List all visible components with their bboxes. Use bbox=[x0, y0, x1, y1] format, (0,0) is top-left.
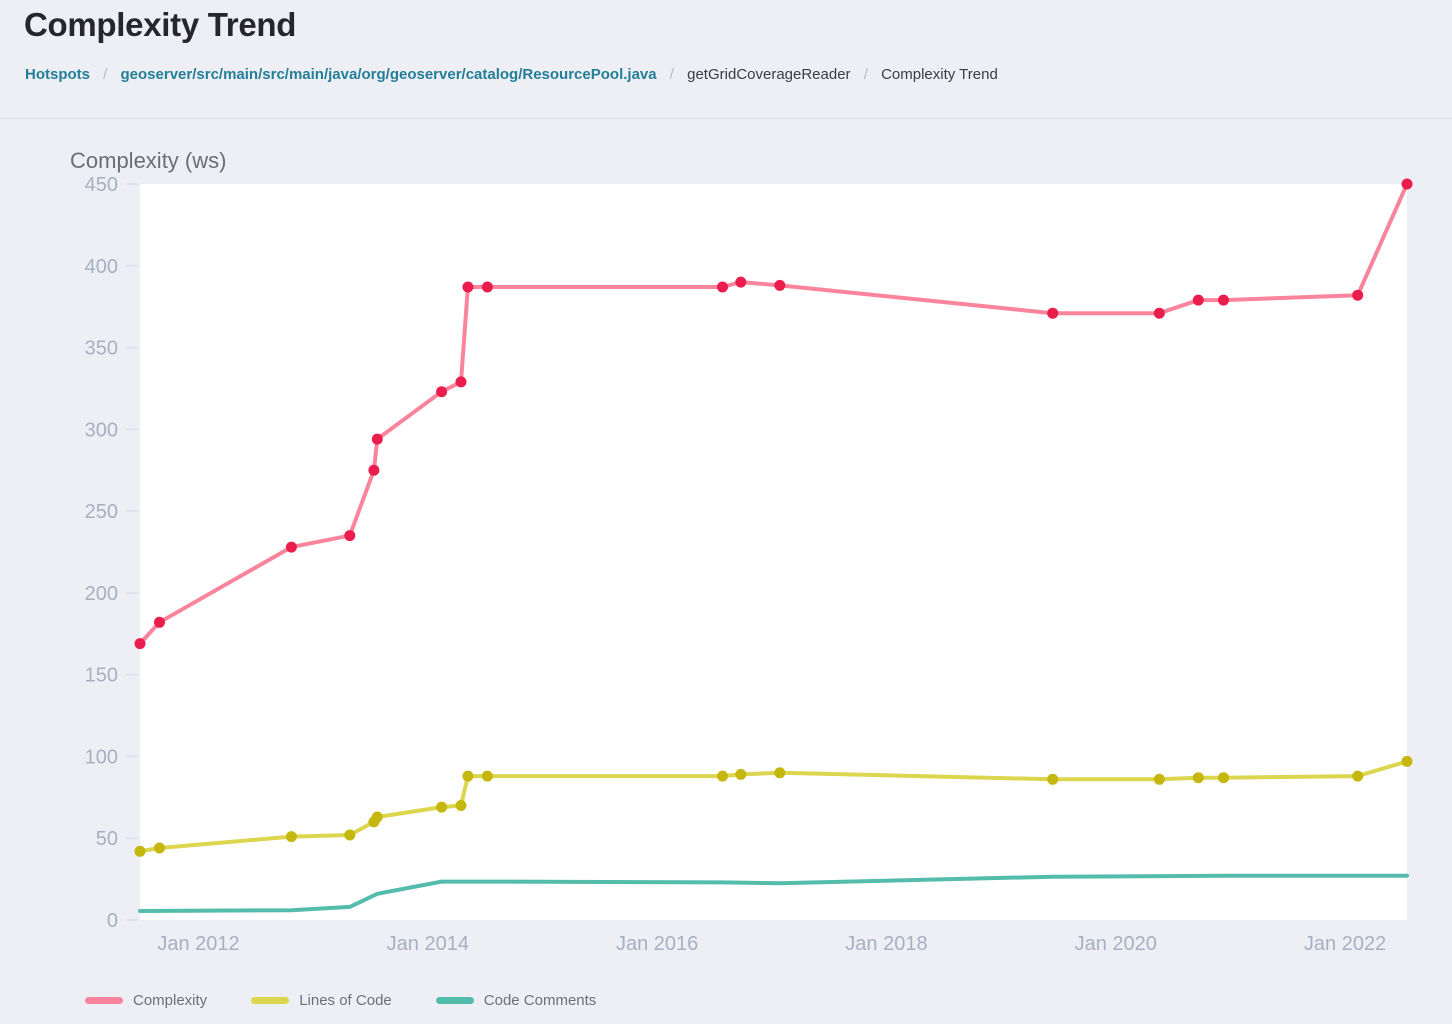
data-point-complexity[interactable] bbox=[481, 281, 493, 293]
series-line-lines-of-code bbox=[138, 759, 1409, 854]
y-tick-label: 100 bbox=[85, 746, 118, 768]
data-point-lines-of-code[interactable] bbox=[1153, 773, 1165, 785]
data-point-lines-of-code[interactable] bbox=[481, 770, 493, 782]
y-tick-label: 350 bbox=[85, 338, 118, 360]
data-point-complexity[interactable] bbox=[1352, 289, 1364, 301]
breadcrumb-item-function: getGridCoverageReader bbox=[687, 66, 851, 83]
breadcrumb-link-hotspots[interactable]: Hotspots bbox=[25, 66, 90, 83]
x-tick-label: Jan 2012 bbox=[157, 933, 239, 955]
legend-item-complexity[interactable]: Complexity bbox=[85, 992, 207, 1009]
plot-area bbox=[140, 184, 1407, 920]
y-tick-label: 0 bbox=[107, 910, 118, 932]
data-point-complexity[interactable] bbox=[774, 279, 786, 291]
data-point-lines-of-code[interactable] bbox=[436, 801, 448, 813]
legend-label: Lines of Code bbox=[299, 992, 392, 1009]
chart-axis-title: Complexity (ws) bbox=[70, 148, 227, 173]
data-point-complexity[interactable] bbox=[455, 376, 467, 388]
y-tick-label: 50 bbox=[96, 828, 118, 850]
legend-item-lines-of-code[interactable]: Lines of Code bbox=[251, 992, 392, 1009]
data-point-lines-of-code[interactable] bbox=[462, 770, 474, 782]
x-tick-label: Jan 2022 bbox=[1304, 933, 1386, 955]
data-point-complexity[interactable] bbox=[735, 276, 747, 288]
data-point-complexity[interactable] bbox=[154, 616, 165, 628]
chart-legend: Complexity Lines of Code Code Comments bbox=[85, 992, 596, 1009]
lines-of-code-swatch-icon bbox=[251, 997, 290, 1004]
data-point-lines-of-code[interactable] bbox=[1047, 773, 1059, 785]
legend-label: Code Comments bbox=[483, 992, 597, 1009]
x-tick-label: Jan 2018 bbox=[845, 933, 927, 955]
breadcrumb: Hotspots / geoserver/src/main/src/main/j… bbox=[25, 66, 998, 83]
data-point-lines-of-code[interactable] bbox=[735, 768, 747, 780]
series-line-complexity bbox=[138, 182, 1409, 646]
data-point-complexity[interactable] bbox=[368, 464, 380, 476]
header-divider bbox=[0, 118, 1452, 119]
data-point-complexity[interactable] bbox=[134, 638, 146, 650]
y-tick-label: 250 bbox=[85, 501, 118, 523]
data-point-lines-of-code[interactable] bbox=[774, 767, 786, 779]
data-point-lines-of-code[interactable] bbox=[1218, 772, 1229, 784]
page-title: Complexity Trend bbox=[24, 6, 297, 43]
data-point-complexity[interactable] bbox=[717, 281, 728, 293]
x-tick-label: Jan 2016 bbox=[616, 933, 698, 955]
complexity-swatch-icon bbox=[85, 997, 123, 1004]
data-point-lines-of-code[interactable] bbox=[285, 831, 297, 843]
breadcrumb-link-file-path[interactable]: geoserver/src/main/src/main/java/org/geo… bbox=[120, 66, 657, 83]
data-point-lines-of-code[interactable] bbox=[344, 829, 356, 841]
data-point-complexity[interactable] bbox=[1401, 178, 1413, 190]
y-tick-label: 300 bbox=[85, 419, 118, 441]
data-point-lines-of-code[interactable] bbox=[1352, 770, 1364, 782]
breadcrumb-separator: / bbox=[863, 66, 868, 83]
data-point-complexity[interactable] bbox=[371, 433, 383, 445]
y-tick-label: 450 bbox=[85, 174, 118, 196]
data-point-complexity[interactable] bbox=[1192, 294, 1204, 306]
legend-label: Complexity bbox=[133, 992, 208, 1009]
y-tick-label: 200 bbox=[85, 583, 118, 605]
series-line-code-comments bbox=[138, 873, 1409, 913]
data-point-complexity[interactable] bbox=[436, 386, 448, 398]
data-point-complexity[interactable] bbox=[285, 541, 297, 553]
data-point-lines-of-code[interactable] bbox=[154, 842, 165, 854]
legend-item-code-comments[interactable]: Code Comments bbox=[435, 992, 597, 1009]
data-point-lines-of-code[interactable] bbox=[717, 770, 728, 782]
data-point-lines-of-code[interactable] bbox=[371, 811, 383, 823]
breadcrumb-item-current: Complexity Trend bbox=[881, 66, 998, 83]
data-point-lines-of-code[interactable] bbox=[1192, 772, 1204, 784]
data-point-lines-of-code[interactable] bbox=[455, 800, 467, 811]
x-tick-label: Jan 2014 bbox=[387, 933, 469, 955]
breadcrumb-separator: / bbox=[669, 66, 674, 83]
data-point-lines-of-code[interactable] bbox=[134, 845, 146, 857]
code-comments-swatch-icon bbox=[435, 997, 474, 1004]
breadcrumb-separator: / bbox=[103, 66, 108, 83]
data-point-complexity[interactable] bbox=[1153, 307, 1165, 319]
y-tick-label: 400 bbox=[85, 256, 118, 278]
data-point-lines-of-code[interactable] bbox=[1401, 755, 1413, 767]
y-tick-label: 150 bbox=[85, 665, 118, 687]
data-point-complexity[interactable] bbox=[1218, 294, 1229, 306]
data-point-complexity[interactable] bbox=[1047, 307, 1059, 319]
data-point-complexity[interactable] bbox=[344, 530, 356, 542]
data-point-complexity[interactable] bbox=[462, 281, 474, 293]
x-tick-label: Jan 2020 bbox=[1075, 933, 1157, 955]
